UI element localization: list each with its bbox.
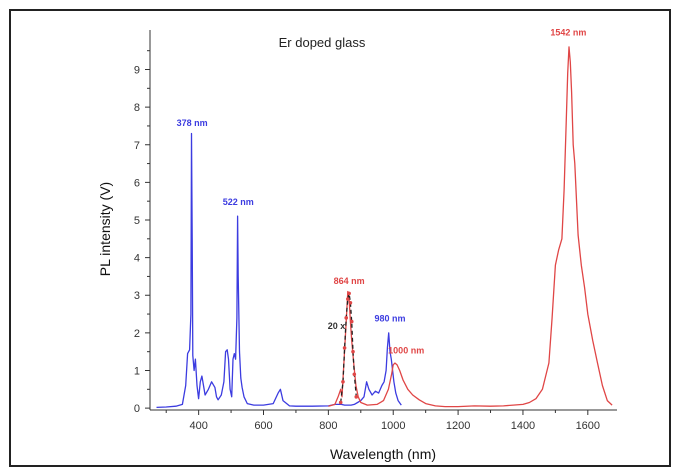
x-tick-label: 1400 <box>511 420 535 432</box>
y-tick-label: 7 <box>134 140 140 152</box>
y-tick-label: 3 <box>134 290 140 302</box>
series-point <box>351 349 355 354</box>
x-tick-label: 1600 <box>576 420 600 432</box>
y-axis-label: PL intensity (V) <box>97 182 113 276</box>
annotation-label: 522 nm <box>223 197 254 207</box>
annotation-label: 1542 nm <box>550 28 586 38</box>
axes: 400 600 800 1000 1200 1400 1600 0 1 2 3 4 5 6 7 8 9 <box>134 30 617 432</box>
annotation-label: 980 nm <box>374 314 405 324</box>
annotations: 378 nm 522 nm 864 nm 20 x 980 nm 1000 nm 1542 … <box>177 28 587 356</box>
y-tick-label: 8 <box>134 102 140 114</box>
annotation-label: 864 nm <box>334 276 365 286</box>
x-tick-label: 1200 <box>446 420 470 432</box>
x-tick-label: 400 <box>189 420 207 432</box>
y-tick-label: 4 <box>134 253 140 265</box>
y-tick-label: 5 <box>134 215 140 227</box>
annotation-label: 378 nm <box>177 118 208 128</box>
y-tick-label: 9 <box>134 65 140 77</box>
series-point <box>349 319 354 324</box>
series-point <box>344 316 349 320</box>
annotation-label: 1000 nm <box>388 346 424 356</box>
y-tick-label: 0 <box>134 403 140 415</box>
plot-area <box>156 46 613 409</box>
chart-title: Er doped glass <box>279 35 366 50</box>
series-point <box>348 300 353 305</box>
y-tick-label: 1 <box>134 365 140 377</box>
series-point <box>354 395 359 399</box>
series-point <box>341 379 345 384</box>
series-point <box>342 346 347 350</box>
x-tick-label: 600 <box>254 420 272 432</box>
y-tick-label: 2 <box>134 328 140 340</box>
x-axis-label: Wavelength (nm) <box>330 446 436 462</box>
annotation-label: 20 x <box>328 321 346 331</box>
series-line-2 <box>340 292 357 403</box>
series-point <box>346 297 350 301</box>
series-point <box>347 291 351 296</box>
y-tick-label: 6 <box>134 177 140 189</box>
series-line-0 <box>156 132 402 409</box>
series-point <box>338 400 343 405</box>
x-tick-label: 1000 <box>381 420 405 432</box>
series-line-1 <box>328 46 613 408</box>
series-point <box>352 372 357 377</box>
x-tick-label: 800 <box>319 420 337 432</box>
